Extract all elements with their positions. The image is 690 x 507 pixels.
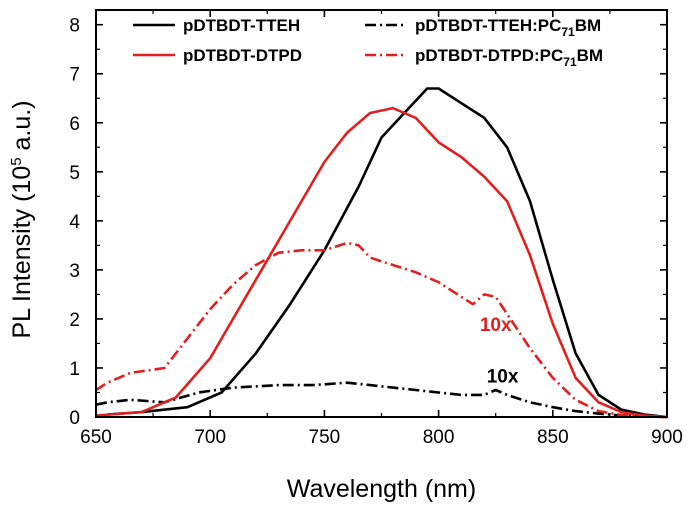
y-axis: 0 1 2 3 4 5 6 7 8 (69, 16, 667, 429)
annotations: 10x 10x (480, 315, 519, 387)
y-axis-label-sup: 5 (8, 157, 25, 165)
y-tick-label: 7 (69, 65, 80, 86)
y-tick-label: 1 (69, 359, 80, 380)
x-axis-label: Wavelength (nm) (287, 475, 476, 503)
legend-label-4: pDTBDT-DTPD:PC71BM (415, 46, 603, 69)
y-tick-label: 4 (69, 212, 80, 233)
series-lines (95, 87, 668, 419)
legend-label-main: pDTBDT-DTPD (183, 46, 302, 65)
series-line-4 (95, 241, 668, 419)
legend-label-2: pDTBDT-TTEH:PC71BM (415, 16, 601, 39)
y-tick-label: 0 (69, 408, 80, 429)
legend-label-sub: 71 (563, 55, 577, 69)
series-line-1 (107, 87, 668, 419)
y-tick-label: 2 (69, 310, 80, 331)
legend-label-main: pDTBDT-TTEH:PC (415, 16, 561, 35)
y-tick-label: 6 (69, 114, 80, 135)
x-tick-label: 900 (651, 427, 683, 448)
y-axis-label-suffix: a.u.) (8, 100, 36, 157)
annotation-label-1: 10x (480, 315, 512, 336)
x-axis: 650 700 750 800 850 900 (80, 10, 683, 448)
x-tick-label: 700 (194, 427, 226, 448)
y-axis-label-prefix: PL Intensity (10 (8, 166, 36, 339)
x-tick-label: 650 (80, 427, 112, 448)
x-tick-label: 800 (423, 427, 455, 448)
legend-label-sub: 71 (561, 25, 575, 39)
x-tick-label: 750 (309, 427, 341, 448)
series-line-2 (95, 381, 668, 419)
legend-label-1: pDTBDT-TTEH (183, 16, 300, 35)
y-tick-label: 8 (69, 16, 80, 37)
annotation-label-2: 10x (487, 367, 519, 388)
x-tick-label: 850 (537, 427, 569, 448)
legend-label-after: BM (575, 16, 601, 35)
legend-label-main: pDTBDT-DTPD:PC (415, 46, 563, 65)
legend-label-after: BM (577, 46, 603, 65)
legend-label-3: pDTBDT-DTPD (183, 46, 302, 65)
y-axis-label: PL Intensity (105 a.u.) (8, 100, 36, 338)
y-tick-label: 3 (69, 261, 80, 282)
legend-label-main: pDTBDT-TTEH (183, 16, 300, 35)
legend: pDTBDT-TTEH pDTBDT-TTEH:PC71BMpDTBDT-DTPD… (133, 16, 603, 69)
plot-frame (95, 9, 668, 418)
y-tick-label: 5 (69, 163, 80, 184)
series-line-3 (95, 106, 668, 419)
